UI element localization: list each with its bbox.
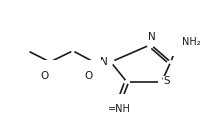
Text: N: N	[148, 31, 156, 42]
Text: NH₂: NH₂	[182, 37, 200, 46]
Text: N: N	[100, 57, 108, 67]
Text: O: O	[85, 71, 93, 81]
Text: O: O	[41, 71, 49, 81]
Text: S: S	[163, 76, 170, 86]
Text: =NH: =NH	[108, 104, 131, 114]
